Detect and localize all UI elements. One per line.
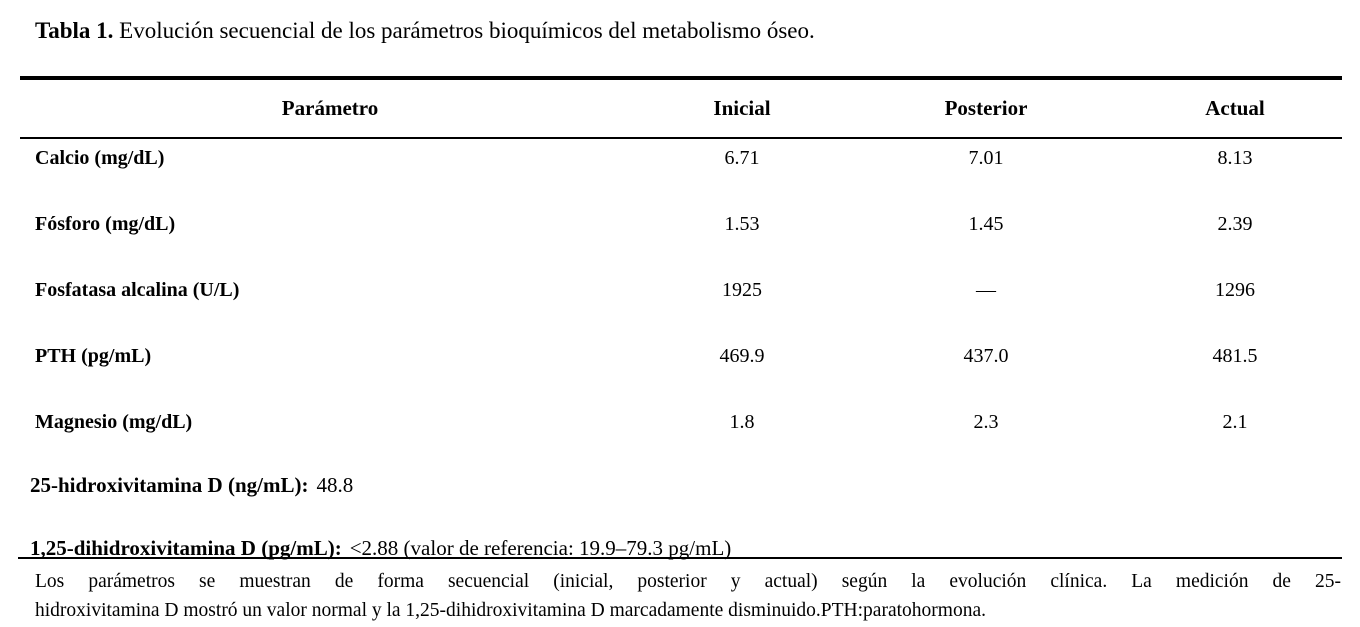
column-header-inicial: Inicial	[640, 78, 844, 139]
table-row: Magnesio (mg/dL) 1.8 2.3 2.1	[20, 403, 1342, 469]
value-fosforo-inicial: 1.53	[724, 213, 760, 235]
value-calcio-posterior: 7.01	[968, 147, 1004, 169]
table-row: Calcio (mg/dL) 6.71 7.01 8.13	[20, 138, 1342, 205]
column-header-parametro: Parámetro	[20, 78, 640, 139]
row-label-calcio: Calcio (mg/dL)	[35, 147, 165, 169]
value-fosfatasa-posterior: —	[976, 279, 996, 301]
biochemical-parameters-table: Parámetro Inicial Posterior Actual Calci…	[20, 76, 1342, 595]
value-calcio-actual: 8.13	[1217, 147, 1253, 169]
value-pth-actual: 481.5	[1212, 345, 1258, 367]
row-label-pth: PTH (pg/mL)	[35, 345, 152, 367]
table-row-25-hidroxivitamina: 25-hidroxivitamina D (ng/mL): 48.8	[20, 469, 1342, 532]
table-caption-number: Tabla 1.	[35, 18, 114, 43]
row-label-fosfatasa: Fosfatasa alcalina (U/L)	[35, 279, 240, 301]
value-fosfatasa-inicial: 1925	[722, 279, 762, 301]
row-label-125-dihidroxivitamina: 1,25-dihidroxivitamina D (pg/mL):	[30, 536, 342, 560]
table-row-125-dihidroxivitamina: 1,25-dihidroxivitamina D (pg/mL): <2.88 (…	[20, 532, 1342, 595]
value-magnesio-posterior: 2.3	[973, 411, 999, 433]
footnote-line-1: Los parámetros se muestran de forma secu…	[35, 571, 1341, 592]
table-footnote: Los parámetros se muestran de forma secu…	[18, 557, 1342, 625]
row-label-magnesio: Magnesio (mg/dL)	[35, 411, 193, 433]
table-header-row: Parámetro Inicial Posterior Actual	[20, 78, 1342, 139]
table-row: Fósforo (mg/dL) 1.53 1.45 2.39	[20, 205, 1342, 271]
value-125-dihidroxivitamina: <2.88 (valor de referencia: 19.9–79.3 pg…	[349, 536, 732, 560]
value-fosfatasa-actual: 1296	[1215, 279, 1255, 301]
value-25-hidroxivitamina: 48.8	[316, 473, 354, 497]
value-magnesio-inicial: 1.8	[729, 411, 755, 433]
table-caption: Tabla 1. Evolución secuencial de los par…	[35, 14, 815, 48]
value-calcio-inicial: 6.71	[724, 147, 760, 169]
value-fosforo-actual: 2.39	[1217, 213, 1253, 235]
table-row: PTH (pg/mL) 469.9 437.0 481.5	[20, 337, 1342, 403]
table-caption-text: Evolución secuencial de los parámetros b…	[113, 18, 815, 43]
value-fosforo-posterior: 1.45	[968, 213, 1004, 235]
column-header-actual: Actual	[1128, 78, 1342, 139]
row-label-25-hidroxivitamina: 25-hidroxivitamina D (ng/mL):	[30, 473, 309, 497]
column-header-posterior: Posterior	[844, 78, 1128, 139]
table-row: Fosfatasa alcalina (U/L) 1925 — 1296	[20, 271, 1342, 337]
value-pth-inicial: 469.9	[719, 345, 765, 367]
value-magnesio-actual: 2.1	[1222, 411, 1248, 433]
row-label-fosforo: Fósforo (mg/dL)	[35, 213, 176, 235]
value-pth-posterior: 437.0	[963, 345, 1009, 367]
footnote-line-2: hidroxivitamina D mostró un valor normal…	[35, 600, 986, 621]
